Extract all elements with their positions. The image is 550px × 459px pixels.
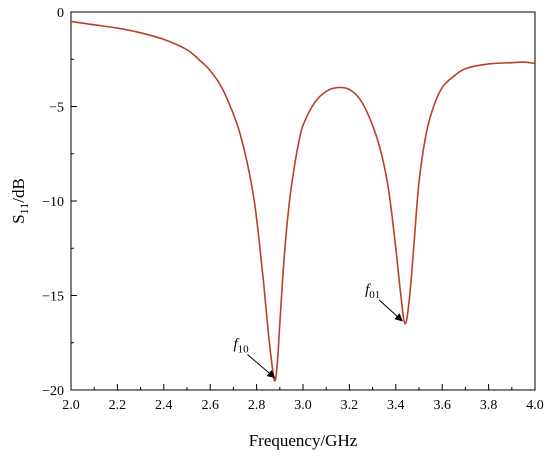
y-tick-label: −15 (42, 290, 64, 305)
x-tick-label: 3.2 (341, 398, 359, 413)
x-tick-label: 2.4 (155, 398, 173, 413)
x-tick-label: 2.6 (201, 398, 219, 413)
x-tick-label: 3.0 (294, 398, 312, 413)
annotation-label: f10 (233, 337, 249, 356)
y-tick-label: 0 (57, 6, 64, 21)
annotation-arrow (247, 354, 276, 379)
x-axis: 2.0 2.2 2.4 2.6 2.8 3.0 3.2 3.4 3.6 3.8 4.0 (62, 384, 544, 413)
y-axis: 0 −5 −10 −15 −20 (42, 6, 77, 399)
y-tick-label: −5 (49, 101, 64, 116)
x-axis-title: Frequency/GHz (249, 431, 358, 450)
annotation-label: f01 (365, 282, 380, 301)
annotation-label-sub: 01 (369, 289, 380, 301)
x-tick-label: 2.0 (62, 398, 80, 413)
annotation-arrow (378, 299, 403, 322)
y-tick-label: −20 (42, 384, 64, 399)
x-tick-label: 4.0 (526, 398, 544, 413)
x-tick-label: 3.4 (387, 398, 405, 413)
annotation-label-main: f (233, 337, 239, 353)
y-axis-title-sub: 11 (17, 203, 31, 215)
x-tick-label: 2.8 (248, 398, 266, 413)
x-tick-label: 2.2 (109, 398, 127, 413)
y-tick-label: −10 (42, 195, 64, 210)
annotation-label-main: f (365, 282, 371, 298)
y-axis-title-main: S (9, 214, 28, 223)
y-axis-title-unit: /dB (9, 178, 28, 203)
series-line-s11 (70, 20, 536, 382)
y-axis-title: S11/dB (9, 178, 31, 224)
x-tick-label: 3.6 (433, 398, 451, 413)
annotation-label-sub: 10 (238, 344, 250, 356)
x-tick-label: 3.8 (480, 398, 498, 413)
